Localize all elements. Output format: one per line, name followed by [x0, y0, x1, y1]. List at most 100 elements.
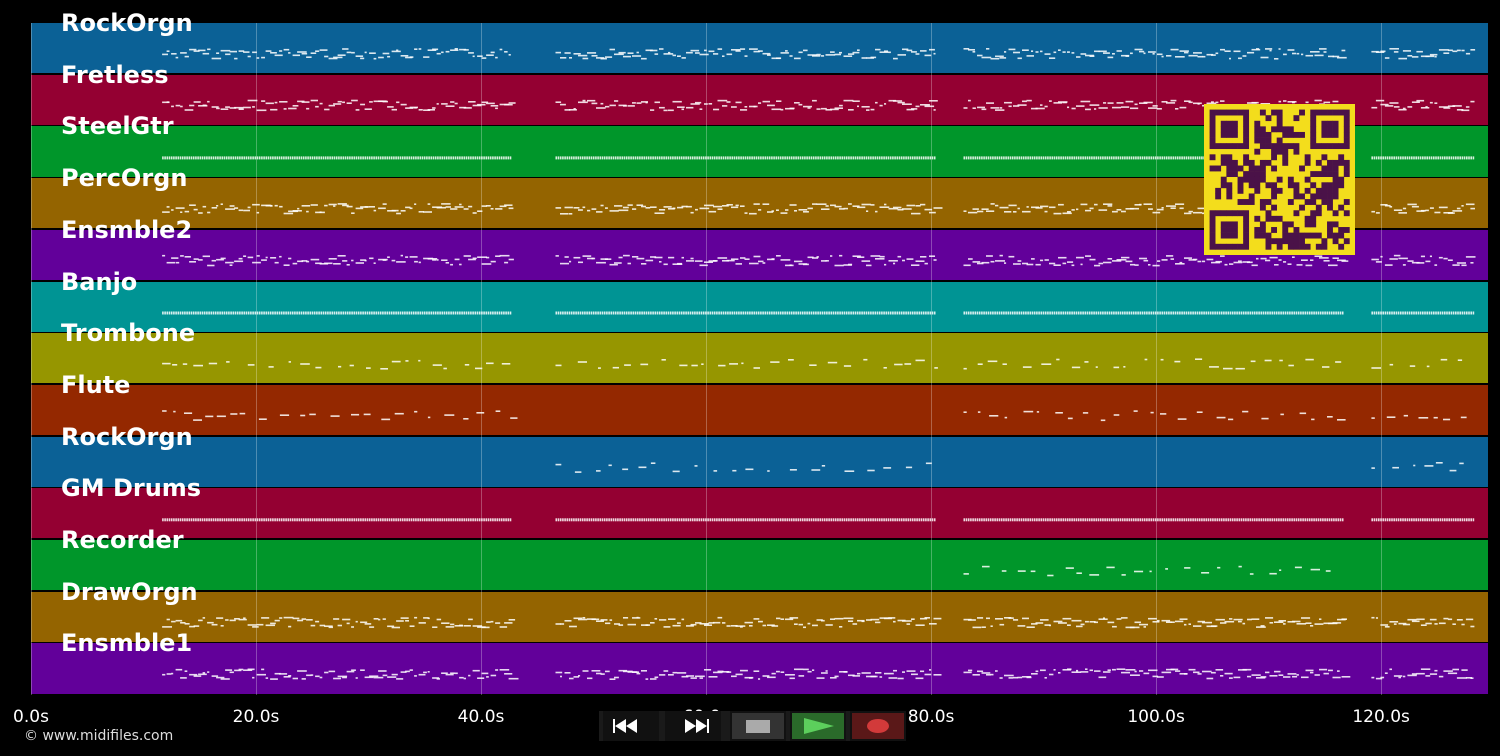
note-mark — [600, 204, 604, 207]
fast-forward-button[interactable] — [665, 711, 721, 741]
note-mark — [1283, 261, 1287, 263]
note-mark — [1438, 206, 1448, 209]
note-mark — [612, 366, 619, 369]
note-mark — [1047, 156, 1049, 160]
note-mark — [968, 99, 971, 102]
note-mark — [1206, 102, 1217, 105]
note-mark — [300, 311, 303, 315]
track-lane[interactable] — [31, 281, 1488, 332]
note-mark — [1220, 100, 1225, 102]
note-mark — [387, 106, 394, 108]
note-mark — [478, 311, 481, 315]
note-mark — [1287, 263, 1292, 265]
note-mark — [1456, 262, 1466, 264]
note-mark — [992, 518, 994, 522]
note-mark — [1135, 518, 1137, 522]
track-label: RockOrgn — [61, 9, 193, 37]
note-mark — [1099, 311, 1102, 315]
note-mark — [1203, 311, 1205, 315]
note-mark — [1009, 156, 1012, 160]
note-mark — [663, 518, 665, 522]
note-mark — [1198, 518, 1201, 522]
note-mark — [1175, 263, 1185, 265]
note-mark — [1018, 518, 1021, 522]
note-mark — [190, 311, 193, 315]
note-mark — [252, 626, 259, 628]
note-mark — [883, 467, 892, 469]
play-button[interactable] — [790, 711, 846, 741]
stop-button[interactable] — [730, 711, 786, 741]
note-mark — [790, 156, 793, 160]
note-mark — [1170, 48, 1179, 51]
note-mark — [395, 518, 397, 522]
note-mark — [1067, 624, 1071, 626]
note-mark — [1447, 49, 1453, 52]
note-mark — [965, 518, 968, 522]
track-lane[interactable] — [31, 643, 1488, 694]
note-mark — [609, 619, 613, 621]
note-mark — [203, 311, 206, 315]
note-mark — [794, 210, 797, 212]
note-mark — [279, 673, 288, 675]
note-mark — [768, 311, 771, 315]
track-lane[interactable] — [31, 23, 1488, 74]
note-mark — [1278, 259, 1282, 261]
note-mark — [967, 311, 970, 315]
note-mark — [883, 156, 885, 160]
note-mark — [285, 156, 287, 160]
note-mark — [1429, 101, 1433, 104]
note-mark — [1267, 518, 1269, 522]
note-mark — [1103, 102, 1107, 104]
note-mark — [1224, 620, 1235, 623]
note-mark — [256, 255, 260, 257]
note-mark — [272, 311, 274, 315]
note-mark — [364, 623, 372, 625]
note-mark — [861, 260, 871, 262]
note-mark — [663, 53, 674, 55]
note-mark — [967, 156, 970, 160]
track-lane[interactable] — [31, 333, 1488, 384]
note-mark — [927, 311, 929, 315]
note-mark — [1209, 518, 1212, 522]
note-mark — [902, 259, 905, 262]
note-mark — [1031, 156, 1034, 160]
note-mark — [677, 206, 684, 209]
note-mark — [243, 51, 250, 53]
note-mark — [641, 156, 643, 160]
note-mark — [587, 99, 596, 102]
note-mark — [933, 52, 936, 55]
note-mark — [382, 52, 390, 55]
track-lane[interactable] — [31, 384, 1488, 436]
note-mark — [568, 156, 571, 160]
note-mark — [702, 518, 705, 522]
note-mark — [994, 518, 996, 522]
note-mark — [879, 104, 883, 107]
note-mark — [1017, 260, 1022, 262]
note-mark — [965, 311, 968, 315]
note-mark — [1225, 518, 1227, 522]
note-mark — [1055, 156, 1058, 160]
note-mark — [767, 676, 776, 679]
note-mark — [1459, 462, 1464, 465]
note-mark — [274, 311, 276, 315]
note-mark — [364, 156, 367, 160]
note-mark — [1202, 104, 1206, 107]
note-mark — [307, 156, 309, 160]
rewind-button[interactable] — [603, 711, 659, 741]
note-mark — [1375, 212, 1380, 214]
note-mark — [1249, 518, 1252, 522]
track-lane[interactable] — [31, 540, 1488, 591]
note-mark — [753, 670, 760, 672]
note-mark — [1108, 156, 1111, 160]
track-lane[interactable] — [31, 436, 1488, 487]
note-mark — [498, 518, 501, 522]
note-mark — [283, 616, 294, 619]
note-mark — [663, 206, 672, 208]
note-mark — [421, 311, 424, 315]
track-lane[interactable] — [31, 488, 1488, 539]
track-lane[interactable] — [31, 591, 1488, 642]
note-mark — [924, 208, 933, 211]
note-mark — [1229, 518, 1232, 522]
note-mark — [378, 618, 381, 621]
record-button[interactable] — [850, 711, 906, 741]
